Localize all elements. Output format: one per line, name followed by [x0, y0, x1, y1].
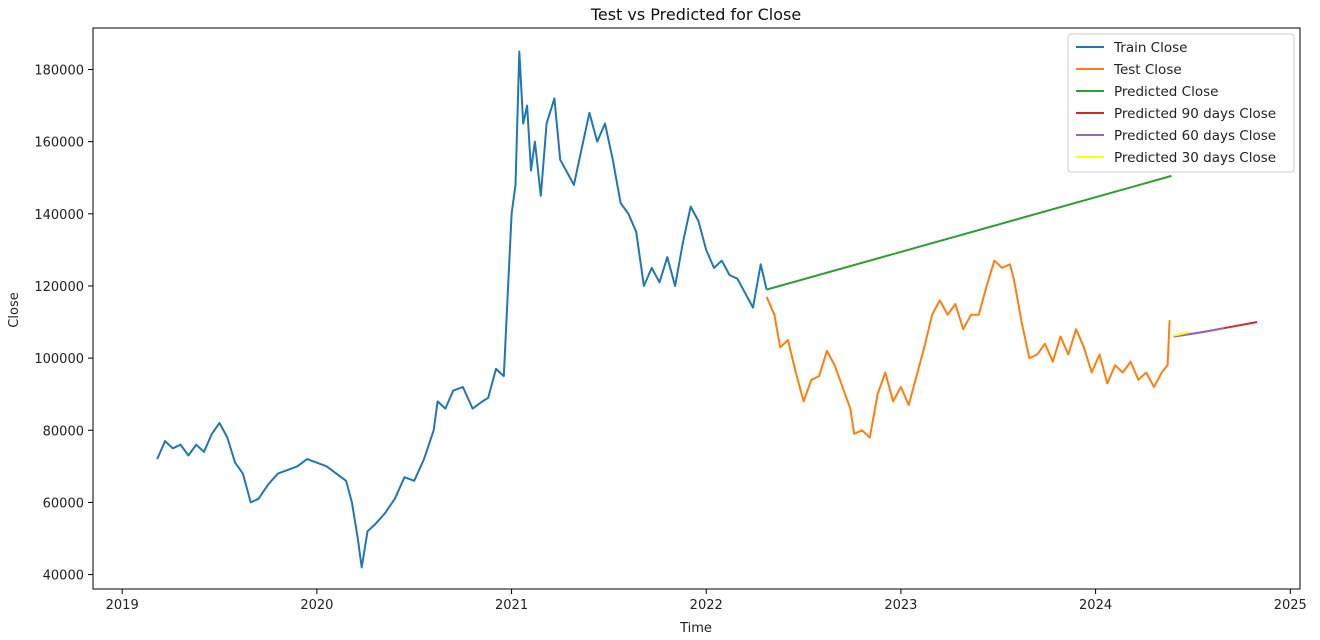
y-tick-label: 100000	[34, 352, 84, 367]
y-tick-label: 120000	[34, 280, 84, 295]
y-tick-label: 160000	[34, 136, 84, 151]
y-tick-label: 80000	[43, 424, 84, 439]
legend-label-predicted-90-days-close: Predicted 90 days Close	[1114, 106, 1276, 122]
x-tick-label: 2019	[106, 598, 139, 613]
chart-title: Test vs Predicted for Close	[590, 5, 801, 24]
x-tick-label: 2022	[690, 598, 723, 613]
legend-label-predicted-close: Predicted Close	[1114, 84, 1218, 100]
series-line-predicted-60-days-close	[1173, 327, 1225, 338]
y-tick-label: 40000	[43, 569, 84, 584]
y-tick-label: 180000	[34, 63, 84, 78]
plot-frame	[92, 27, 1301, 590]
series-line-test-close	[765, 259, 1171, 439]
series-line-train-close	[156, 50, 768, 569]
legend-label-test-close: Test Close	[1113, 62, 1182, 78]
series-line-predicted-close	[766, 174, 1172, 291]
x-tick-label: 2025	[1274, 598, 1307, 613]
x-axis: 2019 2020 2021 2022 2023 2024 2025	[106, 589, 1307, 613]
legend: Train Close Test Close Predicted Close Pred…	[1067, 33, 1295, 173]
series-line-predicted-30-days-close	[1173, 331, 1190, 337]
y-axis-title: Close	[7, 292, 22, 327]
legend-label-predicted-60-days-close: Predicted 60 days Close	[1114, 128, 1276, 144]
x-tick-label: 2023	[884, 598, 917, 613]
legend-label-train-close: Train Close	[1113, 40, 1187, 56]
y-tick-label: 140000	[34, 208, 84, 223]
y-axis: 40000 60000 80000 100000 120000 140000 160000 1…	[34, 63, 93, 584]
x-axis-title: Time	[679, 621, 712, 636]
series-layer	[156, 50, 1258, 569]
x-tick-label: 2024	[1079, 598, 1112, 613]
x-tick-label: 2021	[495, 598, 528, 613]
x-tick-label: 2020	[300, 598, 333, 613]
legend-box	[1067, 33, 1295, 173]
y-tick-label: 60000	[43, 496, 84, 511]
legend-label-predicted-30-days-close: Predicted 30 days Close	[1114, 150, 1276, 166]
